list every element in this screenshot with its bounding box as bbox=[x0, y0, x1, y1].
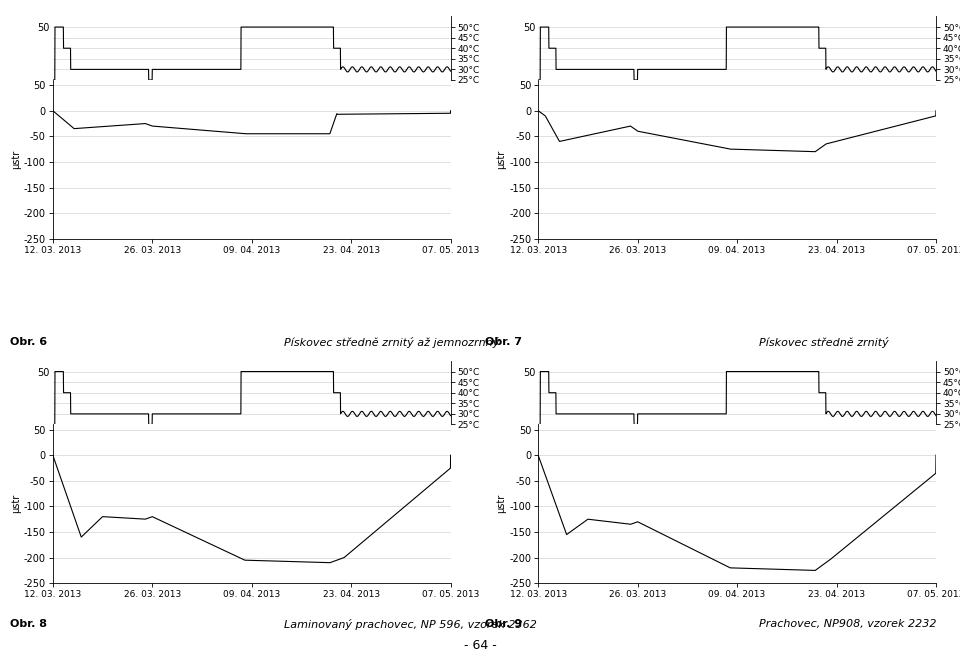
Text: Obr. 7: Obr. 7 bbox=[485, 337, 526, 347]
Text: Pískovec středně zrnitý až jemnozrnný: Pískovec středně zrnitý až jemnozrnný bbox=[284, 337, 499, 349]
Text: Pískovec středně zrnitý: Pískovec středně zrnitý bbox=[759, 337, 889, 349]
Text: Prachovec, NP908, vzorek 2232: Prachovec, NP908, vzorek 2232 bbox=[759, 619, 936, 629]
Text: Laminovaný prachovec, NP 596, vzorek 2362: Laminovaný prachovec, NP 596, vzorek 236… bbox=[284, 619, 537, 631]
Text: Obr. 8: Obr. 8 bbox=[10, 619, 51, 629]
Y-axis label: μstr: μstr bbox=[496, 494, 506, 513]
Text: - 64 -: - 64 - bbox=[464, 639, 496, 652]
Y-axis label: μstr: μstr bbox=[11, 494, 21, 513]
Y-axis label: μstr: μstr bbox=[11, 150, 21, 169]
Y-axis label: μstr: μstr bbox=[496, 150, 506, 169]
Text: Obr. 6: Obr. 6 bbox=[10, 337, 51, 347]
Text: Obr. 9: Obr. 9 bbox=[485, 619, 526, 629]
